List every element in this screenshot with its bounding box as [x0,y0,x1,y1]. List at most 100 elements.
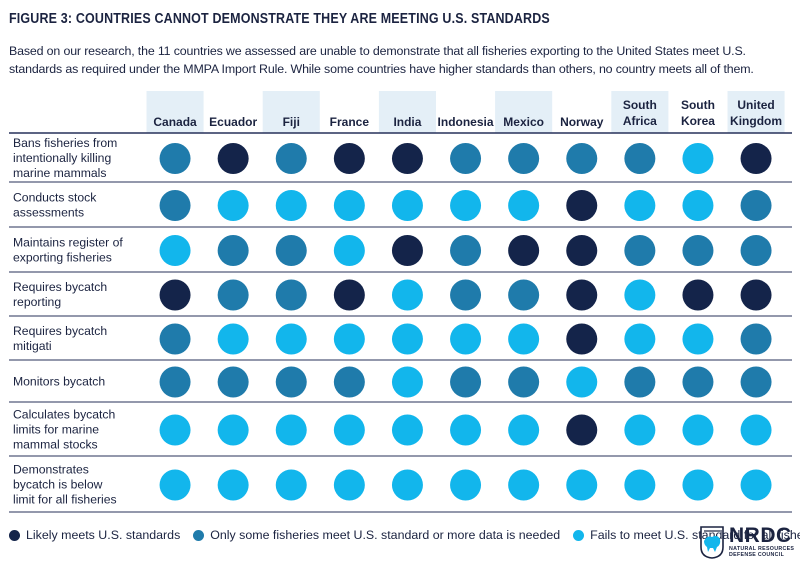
column-header: Norway [560,115,604,129]
status-dot-some [159,190,191,221]
status-dot-fails [740,469,772,501]
status-dot-some [740,235,772,266]
legend-label-fails: Fails to meet U.S. standard for all fish… [590,528,800,542]
column-header: France [330,115,370,129]
status-dot-some [682,235,714,266]
status-dot-some [624,143,656,174]
status-dot-some [333,366,365,398]
status-dot-likely [566,235,598,266]
status-dot-fails [624,414,656,446]
status-dot-likely [391,235,423,266]
status-dot-some [450,235,482,266]
status-dot-fails [682,323,714,355]
status-dot-fails [217,323,249,355]
status-dot-fails [391,323,423,355]
status-dot-fails [391,366,423,398]
logo-wordmark: NRDC [729,524,792,547]
status-dot-fails [159,235,191,266]
status-dot-some [566,143,598,174]
status-dot-some [275,279,307,311]
status-dot-fails [391,190,423,221]
status-dot-fails [450,190,482,221]
status-dot-some [217,235,249,266]
column-header-band [611,91,669,133]
status-dot-fails [159,469,191,501]
status-dot-fails [682,469,714,501]
status-dot-fails [391,469,423,501]
legend: Likely meets U.S. standards Only some fi… [9,525,800,545]
status-dot-fails [624,279,656,311]
status-dot-likely [682,279,714,311]
status-dot-fails [333,323,365,355]
status-dot-likely [333,143,365,174]
status-dot-likely [508,235,540,266]
status-dot-fails [508,190,540,221]
status-dot-some [450,366,482,398]
column-header: India [393,115,421,129]
status-dot-fails [624,190,656,221]
status-dot-some [217,279,249,311]
status-dot-some [450,279,482,311]
status-dot-some [740,366,772,398]
status-dot-fails [566,469,598,501]
status-dot-likely [566,323,598,355]
status-dot-fails [333,469,365,501]
status-dot-some [159,323,191,355]
status-dot-some [217,366,249,398]
column-header: Canada [153,115,197,129]
status-dot-some [740,323,772,355]
status-dot-fails [624,323,656,355]
status-dot-fails [159,414,191,446]
column-header: Indonesia [438,115,494,129]
status-dot-fails [275,323,307,355]
status-dot-fails [217,190,249,221]
figure-subtitle: Based on our research, the 11 countries … [9,44,754,76]
column-header-band [495,91,553,133]
status-dot-fails [217,469,249,501]
status-dot-some [159,143,191,174]
status-dot-likely [566,279,598,311]
column-header-band [146,91,204,133]
row-label: Requires bycatch reporting [13,280,107,309]
status-dot-fails [391,414,423,446]
status-dot-fails [508,469,540,501]
logo-text: NRDC NATURAL RESOURCES DEFENSE COUNCIL [729,524,795,558]
status-dot-fails [740,414,772,446]
status-dot-fails [682,143,714,174]
row-label: Monitors bycatch [13,375,105,389]
bear-emblem-icon [700,526,724,559]
status-dot-likely [333,279,365,311]
status-dot-likely [566,190,598,221]
status-dot-fails [275,469,307,501]
column-header: South Korea [681,98,715,128]
status-dot-likely [159,279,191,311]
column-header-band [262,91,320,133]
legend-item-likely: Likely meets U.S. standards [9,528,180,542]
column-header: Ecuador [209,115,257,129]
status-dot-fails [333,414,365,446]
status-dot-likely [566,414,598,446]
status-dot-some [508,143,540,174]
logo-line-1: NATURAL RESOURCES [729,546,795,552]
row-label: Demonstrates bycatch is below limit for al… [13,463,117,507]
status-dot-fails [682,190,714,221]
status-dot-some [624,235,656,266]
legend-dot-some [193,529,205,541]
status-dot-fails [450,414,482,446]
column-header: South Africa [623,98,657,128]
logo-line-2: DEFENSE COUNCIL [729,552,785,558]
status-dot-fails [275,414,307,446]
row-label: Bans fisheries from intentionally killing… [13,136,117,180]
status-dot-some [682,366,714,398]
status-dot-fails [624,469,656,501]
status-dot-fails [333,190,365,221]
column-header-band [378,91,436,133]
status-dot-likely [740,279,772,311]
status-dot-fails [217,414,249,446]
legend-dot-likely [9,529,20,541]
status-dot-some [740,190,772,221]
row-label: Requires bycatch mitigati [13,324,107,353]
legend-item-some: Only some fisheries meet U.S. standard o… [193,528,560,542]
status-dot-some [275,143,307,174]
